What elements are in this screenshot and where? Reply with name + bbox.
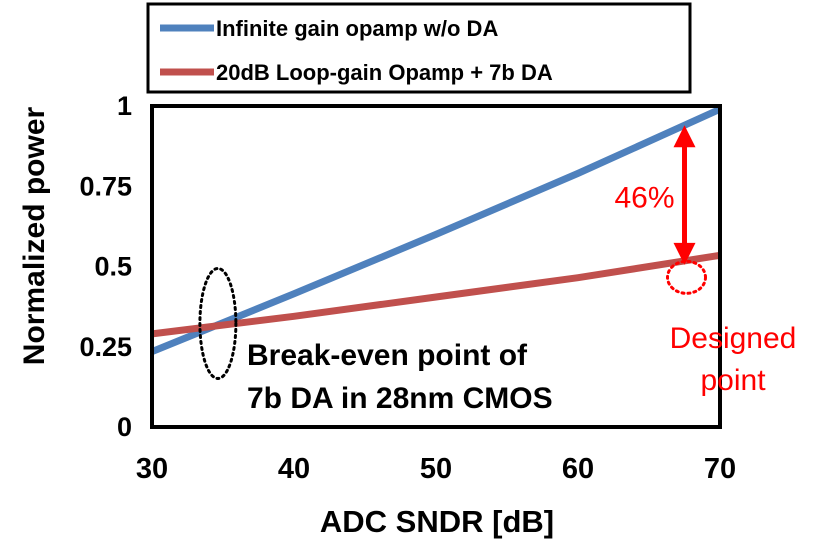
legend-box xyxy=(146,2,692,94)
y-axis-label: Normalized power xyxy=(18,106,51,365)
x-tick-label: 30 xyxy=(136,453,168,485)
x-tick-label: 50 xyxy=(420,453,452,485)
break-even-label-line1: Break-even point of xyxy=(247,339,528,372)
x-axis-label: ADC SNDR [dB] xyxy=(320,504,554,539)
designed-point-label-line2: point xyxy=(700,364,766,397)
break-even-marker xyxy=(198,266,238,380)
plot-frame xyxy=(150,104,722,429)
y-tick-label: 0.75 xyxy=(79,171,132,201)
x-tick-label: 60 xyxy=(562,453,594,485)
break-even-label-line2: 7b DA in 28nm CMOS xyxy=(247,382,553,415)
y-tick-label: 1 xyxy=(117,91,132,121)
legend-label: Infinite gain opamp w/o DA xyxy=(216,16,498,41)
y-tick-label: 0.25 xyxy=(79,332,132,362)
x-tick-label: 40 xyxy=(278,453,310,485)
designed-point-marker xyxy=(666,259,707,295)
difference-arrow-head-down xyxy=(673,242,696,265)
y-tick-label: 0.5 xyxy=(94,252,132,282)
difference-arrow-head-up xyxy=(673,125,696,148)
x-tick-label: 70 xyxy=(704,453,736,485)
designed-point-label-line1: Designed xyxy=(670,322,797,355)
series-line-20db-loop-gain xyxy=(151,251,721,338)
legend-label: 20dB Loop-gain Opamp + 7b DA xyxy=(216,60,553,85)
y-tick-label: 0 xyxy=(117,412,132,442)
series-line-infinite-gain xyxy=(150,106,722,355)
percent-label: 46% xyxy=(614,181,674,214)
